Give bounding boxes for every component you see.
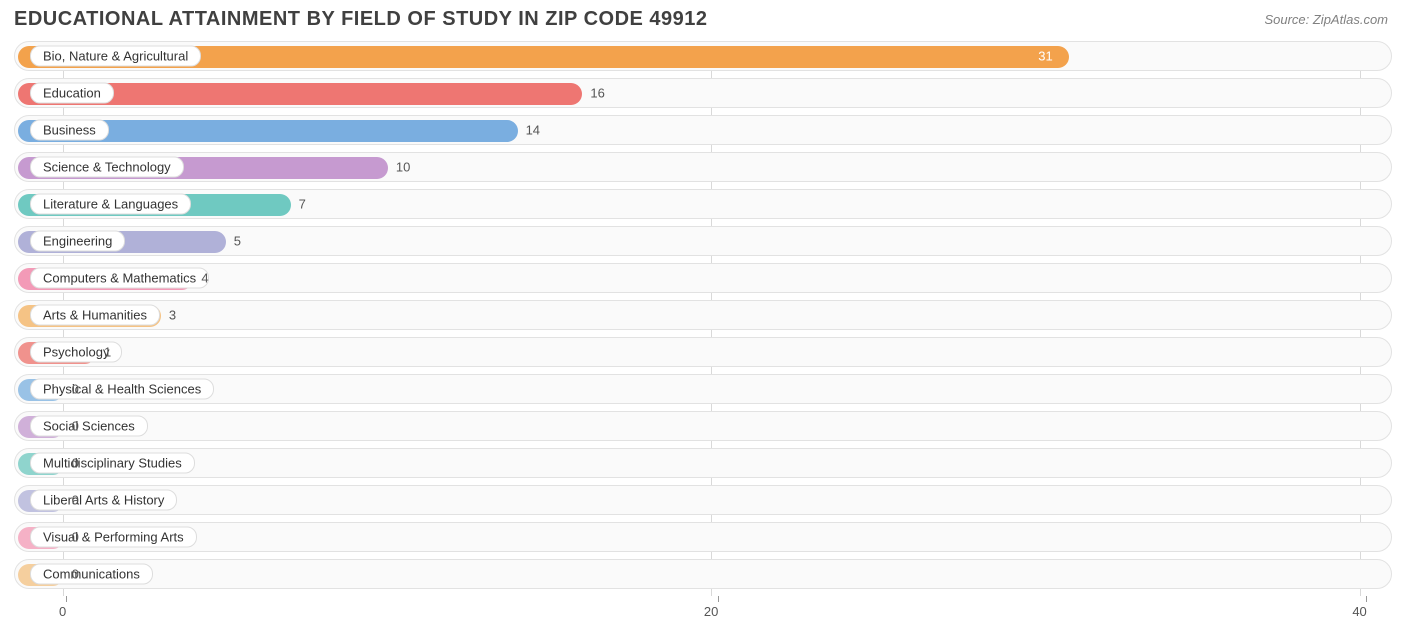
tick-line [1366,596,1367,602]
bar-track: Science & Technology 10 [14,152,1392,182]
bar-track: Bio, Nature & Agricultural 31 [14,41,1392,71]
bar-value: 4 [201,271,208,286]
chart-area: Bio, Nature & Agricultural31Education16B… [14,41,1392,596]
axis-tick: 20 [711,596,725,619]
bar-value: 31 [1038,49,1052,64]
bars-container: Bio, Nature & Agricultural31Education16B… [14,41,1392,589]
bar-track: Computers & Mathematics4 [14,263,1392,293]
bar-label: Visual & Performing Arts [30,527,197,548]
bar-label: Liberal Arts & History [30,490,177,511]
bar-label: Communications [30,564,153,585]
bar-value: 3 [169,308,176,323]
bar-value: 0 [72,456,79,471]
header: EDUCATIONAL ATTAINMENT BY FIELD OF STUDY… [0,0,1406,35]
bar-track: Arts & Humanities 3 [14,300,1392,330]
bar-label: Education [30,83,114,104]
bar-value: 0 [72,567,79,582]
chart-source: Source: ZipAtlas.com [1264,12,1388,27]
bar-label: Engineering [30,231,125,252]
bar-label: Physical & Health Sciences [30,379,214,400]
tick-label: 40 [1352,604,1366,619]
bar-label: Arts & Humanities [30,305,160,326]
bar-label: Science & Technology [30,157,184,178]
bar-value: 0 [72,382,79,397]
bar-value: 10 [396,160,410,175]
chart-title: EDUCATIONAL ATTAINMENT BY FIELD OF STUDY… [14,8,708,31]
bar-label: Bio, Nature & Agricultural [30,46,201,67]
bar-track: Social Sciences0 [14,411,1392,441]
bar-label: Literature & Languages [30,194,191,215]
bar-value: 14 [526,123,540,138]
bar-value: 0 [72,493,79,508]
bar-track: Literature & Languages 7 [14,189,1392,219]
bar-track: Business 14 [14,115,1392,145]
bar-track: Engineering 5 [14,226,1392,256]
bar-track: Liberal Arts & History0 [14,485,1392,515]
bar-label: Multidisciplinary Studies [30,453,195,474]
bar-track: Psychology1 [14,337,1392,367]
tick-label: 20 [704,604,718,619]
axis-tick: 0 [63,596,70,619]
bar-value: 0 [72,530,79,545]
axis-tick: 40 [1360,596,1374,619]
bar-value: 1 [104,345,111,360]
bar-track: Physical & Health Sciences0 [14,374,1392,404]
tick-line [66,596,67,602]
bar-track: Visual & Performing Arts0 [14,522,1392,552]
tick-line [718,596,719,602]
bar-value: 16 [590,86,604,101]
bar-label: Business [30,120,109,141]
bar-label: Social Sciences [30,416,148,437]
bar-value: 5 [234,234,241,249]
bar-value: 0 [72,419,79,434]
bar-track: Communications0 [14,559,1392,589]
bar-value: 7 [299,197,306,212]
bar-label: Computers & Mathematics [30,268,209,289]
bar-track: Multidisciplinary Studies0 [14,448,1392,478]
bar-track: Education 16 [14,78,1392,108]
tick-label: 0 [59,604,66,619]
x-axis: 0 20 40 [14,596,1392,626]
